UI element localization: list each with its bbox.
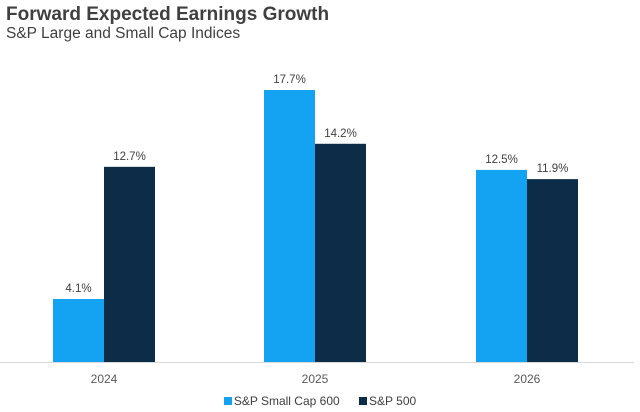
- legend-swatch: [223, 397, 232, 405]
- x-tick-label: 2025: [302, 372, 329, 386]
- data-label: 17.7%: [273, 74, 306, 86]
- legend-item-small-cap: S&P Small Cap 600: [223, 394, 340, 408]
- bar: [53, 298, 104, 362]
- bar: [104, 166, 155, 362]
- bar: [476, 169, 527, 362]
- x-tick-label: 2026: [514, 372, 541, 386]
- chart-subtitle: S&P Large and Small Cap Indices: [6, 25, 241, 42]
- x-tick-label: 2024: [91, 372, 118, 386]
- data-label: 14.2%: [324, 128, 357, 140]
- chart-title: Forward Expected Earnings Growth: [6, 4, 330, 25]
- legend-label: S&P 500: [369, 394, 417, 408]
- data-label: 4.1%: [65, 283, 91, 295]
- legend-swatch: [359, 397, 368, 405]
- data-label: 12.5%: [485, 154, 518, 166]
- legend: S&P Small Cap 600 S&P 500: [0, 394, 640, 408]
- bar: [527, 179, 578, 362]
- legend-label: S&P Small Cap 600: [233, 394, 340, 408]
- data-label: 11.9%: [537, 163, 569, 175]
- bar: [264, 90, 315, 362]
- data-label: 12.7%: [113, 151, 146, 163]
- legend-item-sp500: S&P 500: [359, 394, 416, 408]
- bar: [315, 143, 366, 362]
